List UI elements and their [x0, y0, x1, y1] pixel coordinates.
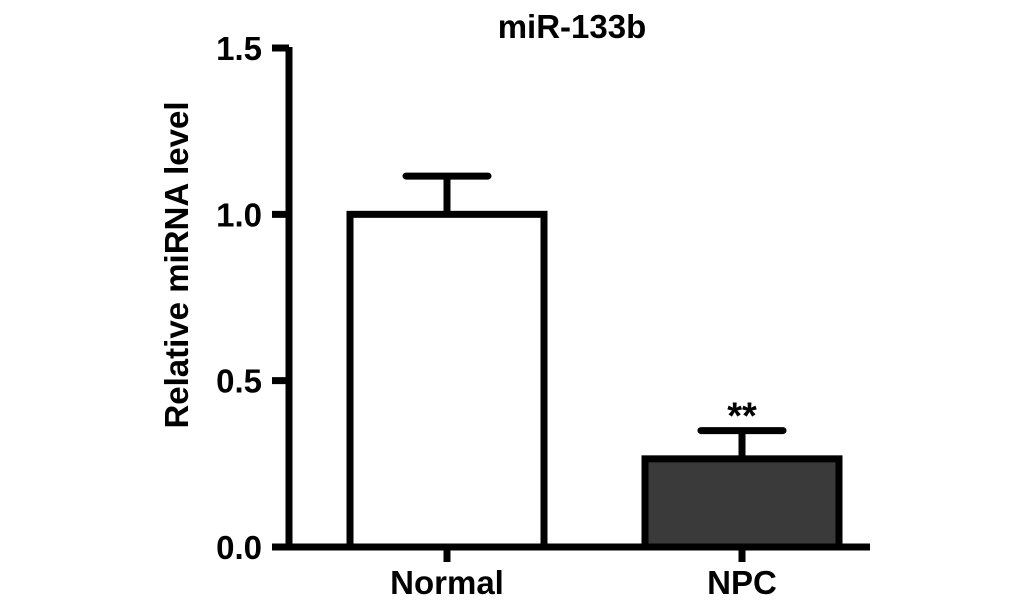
- chart-title: miR-133b: [498, 8, 647, 45]
- error-bars-layer: [402, 172, 787, 459]
- y-tick-label: 0.0: [216, 529, 262, 566]
- bar-normal: [346, 210, 548, 551]
- x-ticks-layer: Normal NPC: [390, 547, 777, 601]
- y-tick-label: 1.5: [216, 30, 262, 67]
- x-tick-label: NPC: [707, 564, 777, 601]
- y-ticks-layer: 0.0 0.5 1.0 1.5: [216, 30, 289, 566]
- y-tick-label: 1.0: [216, 196, 262, 233]
- annotations-layer: **: [727, 396, 757, 438]
- x-tick-label: Normal: [390, 564, 504, 601]
- y-axis-label: Relative miRNA level: [158, 101, 195, 428]
- significance-label: **: [727, 396, 757, 438]
- axes-layer: [285, 47, 870, 551]
- y-tick-label: 0.5: [216, 363, 262, 400]
- bar-npc: [641, 455, 843, 551]
- bars-layer: [346, 210, 843, 551]
